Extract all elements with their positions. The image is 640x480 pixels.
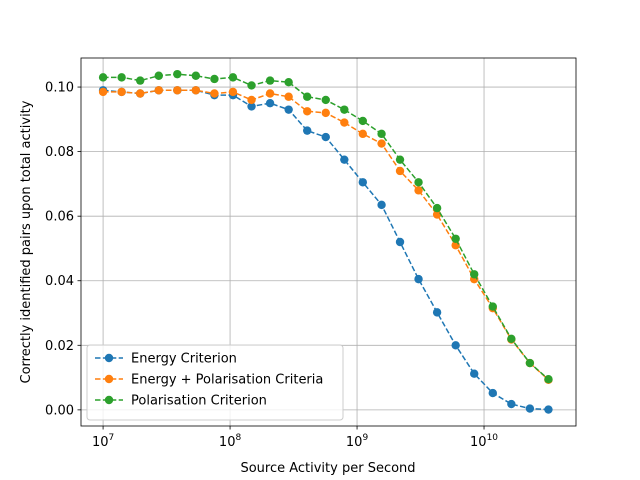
data-point [284, 92, 293, 101]
x-tick-label: 108 [219, 433, 242, 450]
data-point [432, 210, 442, 219]
data-point [395, 237, 405, 247]
data-point [321, 108, 330, 118]
tick-exponent: 8 [235, 433, 241, 443]
data-point [414, 178, 423, 187]
data-point [154, 86, 163, 95]
data-point [544, 374, 553, 384]
tick-base: 10 [92, 435, 109, 450]
data-point [303, 92, 312, 101]
data-point [154, 71, 163, 80]
y-tick-label: 0.02 [45, 339, 74, 354]
data-point [247, 95, 256, 105]
y-axis-label: Correctly identified pairs upon total ac… [19, 100, 34, 383]
data-point [340, 118, 349, 127]
data-point [284, 105, 293, 114]
data-point [544, 405, 553, 414]
data-point [210, 89, 219, 98]
tick-base: 10 [219, 435, 236, 450]
tick-exponent: 7 [108, 433, 114, 443]
data-point [377, 139, 386, 148]
data-point [340, 155, 349, 164]
tick-base: 10 [346, 435, 363, 450]
data-point [358, 116, 368, 126]
data-point [303, 107, 312, 116]
data-point [395, 166, 405, 176]
data-point [265, 98, 275, 108]
series-line [103, 73, 549, 380]
x-tick-label: 109 [346, 433, 369, 450]
data-point [488, 388, 497, 398]
data-point [210, 74, 219, 84]
data-point [525, 404, 535, 413]
y-tick-label: 0.08 [45, 145, 74, 160]
data-point [98, 87, 108, 97]
y-tick-label: 0.06 [45, 210, 74, 225]
data-point [358, 178, 368, 187]
data-point [451, 234, 460, 243]
data-point [303, 126, 312, 135]
data-point [135, 76, 145, 85]
legend-label: Polarisation Criterion [131, 394, 267, 409]
legend-marker [104, 395, 114, 405]
data-point [414, 186, 423, 195]
data-point [247, 81, 256, 90]
data-point [98, 73, 108, 82]
data-point [470, 369, 479, 378]
data-point [117, 87, 126, 97]
data-point [488, 302, 497, 311]
data-point [340, 105, 349, 114]
data-point [265, 89, 275, 98]
data-point [432, 308, 442, 317]
data-point [451, 341, 460, 350]
data-point [377, 129, 386, 139]
legend-marker [104, 353, 114, 363]
data-point [507, 399, 516, 409]
data-point [525, 358, 535, 368]
data-point [507, 334, 516, 344]
tick-exponent: 10 [487, 433, 499, 443]
data-point [377, 200, 386, 210]
data-point [247, 102, 256, 111]
y-tick-label: 0.04 [45, 274, 74, 289]
tick-exponent: 9 [362, 433, 368, 443]
data-point [284, 78, 293, 87]
data-point [432, 203, 442, 213]
legend-label: Energy Criterion [131, 352, 237, 367]
data-point [173, 69, 182, 79]
data-point [358, 129, 368, 139]
data-point [228, 73, 238, 82]
x-tick-label: 1010 [470, 433, 498, 450]
data-point [191, 71, 201, 80]
legend-marker [104, 374, 114, 384]
data-point [265, 76, 275, 85]
plot-frame [80, 57, 577, 427]
data-point [135, 89, 145, 98]
data-point [191, 86, 201, 95]
data-point [321, 95, 330, 105]
data-point [414, 274, 423, 284]
y-tick-label: 0.10 [45, 81, 74, 96]
data-point [228, 87, 238, 97]
data-point [321, 132, 330, 142]
data-point [395, 155, 405, 164]
data-point [470, 270, 479, 279]
y-tick-label: 0.00 [45, 403, 74, 418]
data-point [173, 86, 182, 95]
legend-box [86, 344, 344, 421]
x-tick-label: 107 [92, 433, 114, 450]
legend-label: Energy + Polarisation Criteria [131, 373, 323, 388]
tick-base: 10 [470, 435, 487, 450]
x-axis-label: Source Activity per Second [240, 461, 415, 476]
data-point [117, 73, 126, 82]
